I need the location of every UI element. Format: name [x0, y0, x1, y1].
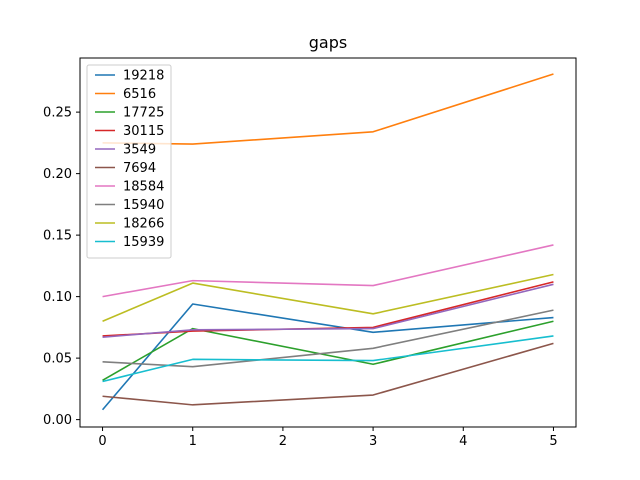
x-tick-label: 2 — [279, 434, 287, 449]
series-line-19218 — [101, 303, 554, 411]
y-tick-label: 0.20 — [43, 167, 72, 182]
legend-label-15939: 15939 — [123, 235, 164, 250]
x-tick-label: 4 — [459, 434, 467, 449]
y-tick-label: 0.25 — [43, 106, 72, 121]
y-tick-label: 0.15 — [43, 229, 72, 244]
legend-label-18584: 18584 — [123, 180, 164, 195]
legend-label-19218: 19218 — [123, 69, 164, 84]
series-line-3549 — [102, 283, 554, 339]
legend-label-15940: 15940 — [123, 198, 164, 213]
legend: 19218 6516 17725 30115 3549 7694 18584 15940 182… — [86, 64, 172, 259]
legend-label-30115: 30115 — [123, 124, 164, 139]
x-tick-label: 1 — [189, 434, 197, 449]
legend-label-7694: 7694 — [123, 161, 156, 176]
series-line-15939 — [102, 335, 554, 383]
x-tick-label: 3 — [369, 434, 377, 449]
x-tick-label: 5 — [549, 434, 557, 449]
series-line-7694 — [102, 342, 554, 406]
chart-title: gaps — [309, 33, 347, 52]
series-line-17725 — [102, 320, 554, 381]
axes-frame — [79, 57, 577, 428]
legend-label-3549: 3549 — [123, 143, 156, 158]
y-tick-label: 0.10 — [43, 290, 72, 305]
series-line-15940 — [102, 309, 554, 368]
y-tick-label: 0.00 — [43, 413, 72, 428]
axes: 0 1 2 3 4 5 0.00 0.05 0.10 0.15 0.20 0.25 — [43, 57, 577, 449]
series-line-18584 — [102, 244, 554, 298]
legend-label-6516: 6516 — [123, 87, 156, 102]
legend-label-17725: 17725 — [123, 106, 164, 121]
series-line-18266 — [102, 273, 554, 322]
legend-label-18266: 18266 — [123, 217, 164, 232]
y-tick-label: 0.05 — [43, 352, 72, 367]
legend-box — [86, 64, 172, 259]
x-tick-label: 0 — [98, 434, 106, 449]
